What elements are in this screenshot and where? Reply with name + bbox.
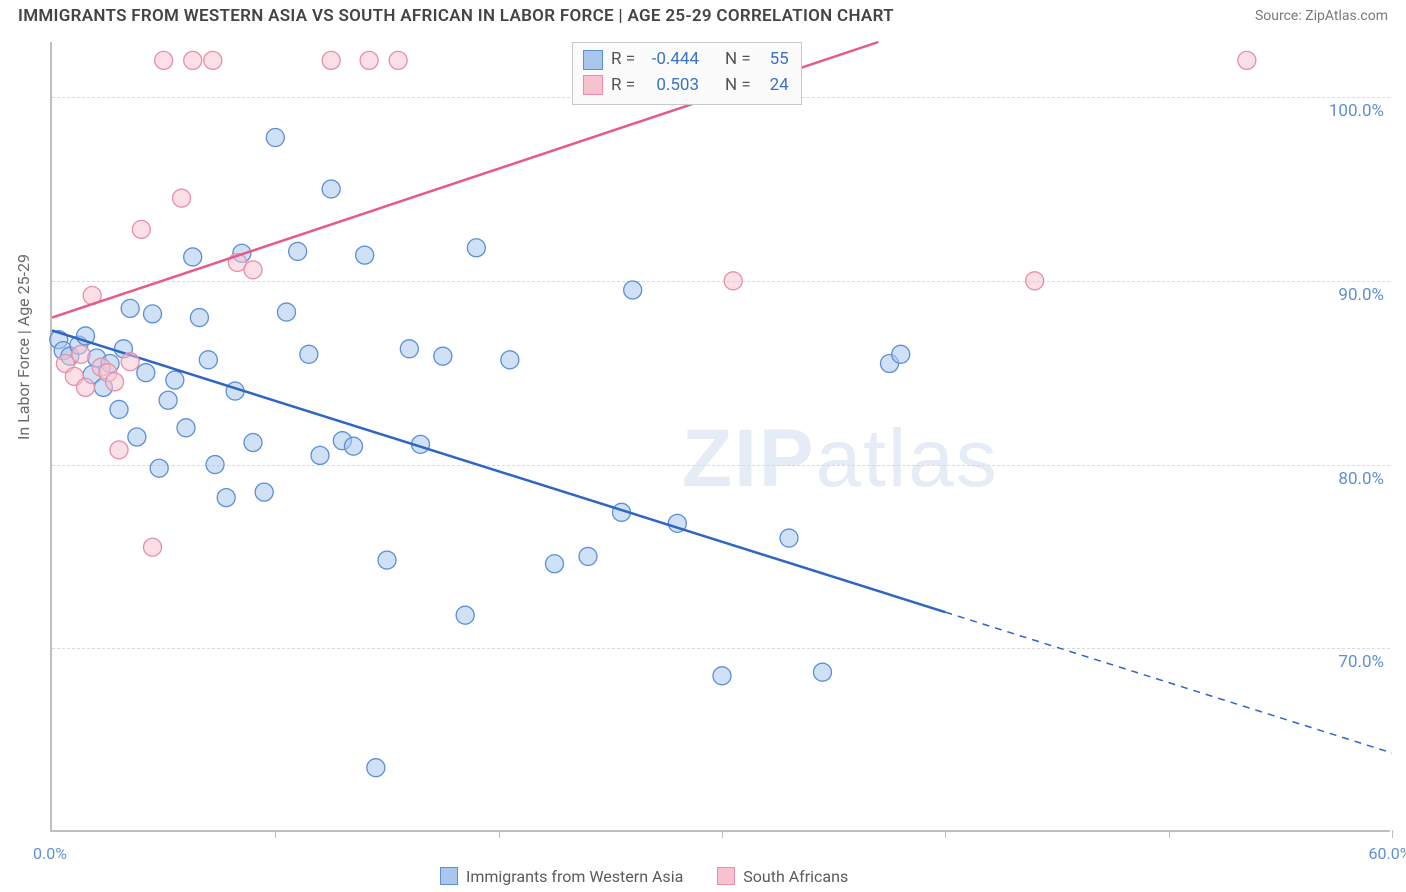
- data-point-western_asia: [367, 759, 385, 777]
- legend-swatch: [583, 50, 603, 70]
- data-point-south_africans: [106, 373, 124, 391]
- data-point-south_africans: [121, 353, 139, 371]
- stats-N-label: N =: [725, 73, 751, 99]
- x-tick: [499, 830, 500, 838]
- legend-swatch: [440, 867, 458, 885]
- data-point-western_asia: [579, 547, 597, 565]
- x-tick: [722, 830, 723, 838]
- legend-item: South Africans: [717, 867, 848, 886]
- data-point-western_asia: [278, 303, 296, 321]
- stats-legend-box: R = -0.444 N = 55 R = 0.503 N = 24: [572, 42, 802, 105]
- stats-row: R = -0.444 N = 55: [583, 47, 789, 73]
- data-point-south_africans: [204, 51, 222, 69]
- data-point-western_asia: [456, 606, 474, 624]
- data-point-western_asia: [159, 391, 177, 409]
- y-axis-label: In Labor Force | Age 25-29: [14, 254, 33, 440]
- data-point-western_asia: [128, 428, 146, 446]
- legend-label: South Africans: [743, 867, 848, 886]
- trendline-extrapolated-western_asia: [945, 612, 1392, 753]
- data-point-south_africans: [72, 345, 90, 363]
- data-point-western_asia: [137, 364, 155, 382]
- data-point-western_asia: [892, 345, 910, 363]
- data-point-western_asia: [199, 351, 217, 369]
- data-point-western_asia: [713, 667, 731, 685]
- data-point-western_asia: [255, 483, 273, 501]
- data-point-western_asia: [144, 305, 162, 323]
- bottom-legend: Immigrants from Western Asia South Africa…: [440, 867, 848, 886]
- data-point-western_asia: [300, 345, 318, 363]
- data-point-western_asia: [206, 456, 224, 474]
- data-point-western_asia: [217, 489, 235, 507]
- data-point-western_asia: [356, 246, 374, 264]
- data-point-western_asia: [150, 459, 168, 477]
- data-point-western_asia: [311, 446, 329, 464]
- data-point-western_asia: [400, 340, 418, 358]
- data-point-western_asia: [121, 299, 139, 317]
- data-point-western_asia: [814, 663, 832, 681]
- data-point-south_africans: [155, 51, 173, 69]
- stats-R-label: R =: [611, 73, 635, 99]
- page-title: IMMIGRANTS FROM WESTERN ASIA VS SOUTH AF…: [18, 6, 894, 26]
- data-point-western_asia: [546, 555, 564, 573]
- data-point-south_africans: [322, 51, 340, 69]
- plot-area: ZIPatlas 70.0%80.0%90.0%100.0% R =-0.444…: [50, 42, 1390, 832]
- data-point-south_africans: [1026, 272, 1044, 290]
- stats-N-value: 55: [759, 47, 789, 73]
- source-label: Source: ZipAtlas.com: [1255, 8, 1388, 24]
- data-point-south_africans: [77, 378, 95, 396]
- data-point-south_africans: [244, 261, 262, 279]
- stats-R-value: -0.444: [643, 47, 699, 73]
- stats-R-label: R =: [611, 47, 635, 73]
- data-point-western_asia: [266, 129, 284, 147]
- data-point-western_asia: [378, 551, 396, 569]
- data-point-western_asia: [110, 400, 128, 418]
- trendline-western_asia: [52, 330, 945, 612]
- data-point-western_asia: [322, 180, 340, 198]
- data-point-western_asia: [467, 239, 485, 257]
- data-point-south_africans: [389, 51, 407, 69]
- x-tick: [1392, 830, 1393, 838]
- data-point-south_africans: [184, 51, 202, 69]
- data-point-south_africans: [1238, 51, 1256, 69]
- legend-swatch: [717, 867, 735, 885]
- stats-N-label: N =: [725, 47, 751, 73]
- correlation-chart: ZIPatlas 70.0%80.0%90.0%100.0% R =-0.444…: [50, 42, 1390, 832]
- data-point-western_asia: [289, 242, 307, 260]
- data-point-south_africans: [724, 272, 742, 290]
- data-point-south_africans: [132, 220, 150, 238]
- data-point-south_africans: [144, 538, 162, 556]
- stats-row: R = 0.503 N = 24: [583, 73, 789, 99]
- data-point-south_africans: [173, 189, 191, 207]
- x-tick-label: 0.0%: [33, 844, 67, 863]
- stats-R-value: 0.503: [643, 73, 699, 99]
- x-tick: [275, 830, 276, 838]
- legend-item: Immigrants from Western Asia: [440, 867, 683, 886]
- data-point-western_asia: [184, 248, 202, 266]
- data-point-western_asia: [501, 351, 519, 369]
- data-point-western_asia: [780, 529, 798, 547]
- x-tick: [1169, 830, 1170, 838]
- data-point-south_africans: [360, 51, 378, 69]
- legend-swatch: [583, 75, 603, 95]
- data-point-western_asia: [434, 347, 452, 365]
- data-point-western_asia: [624, 281, 642, 299]
- data-point-western_asia: [345, 437, 363, 455]
- x-tick-label: 60.0%: [1369, 844, 1406, 863]
- data-point-south_africans: [110, 441, 128, 459]
- data-point-western_asia: [244, 434, 262, 452]
- data-point-western_asia: [166, 371, 184, 389]
- data-point-western_asia: [190, 309, 208, 327]
- stats-N-value: 24: [759, 73, 789, 99]
- legend-label: Immigrants from Western Asia: [466, 867, 683, 886]
- chart-svg-layer: [52, 42, 1390, 830]
- data-point-western_asia: [177, 419, 195, 437]
- x-tick: [945, 830, 946, 838]
